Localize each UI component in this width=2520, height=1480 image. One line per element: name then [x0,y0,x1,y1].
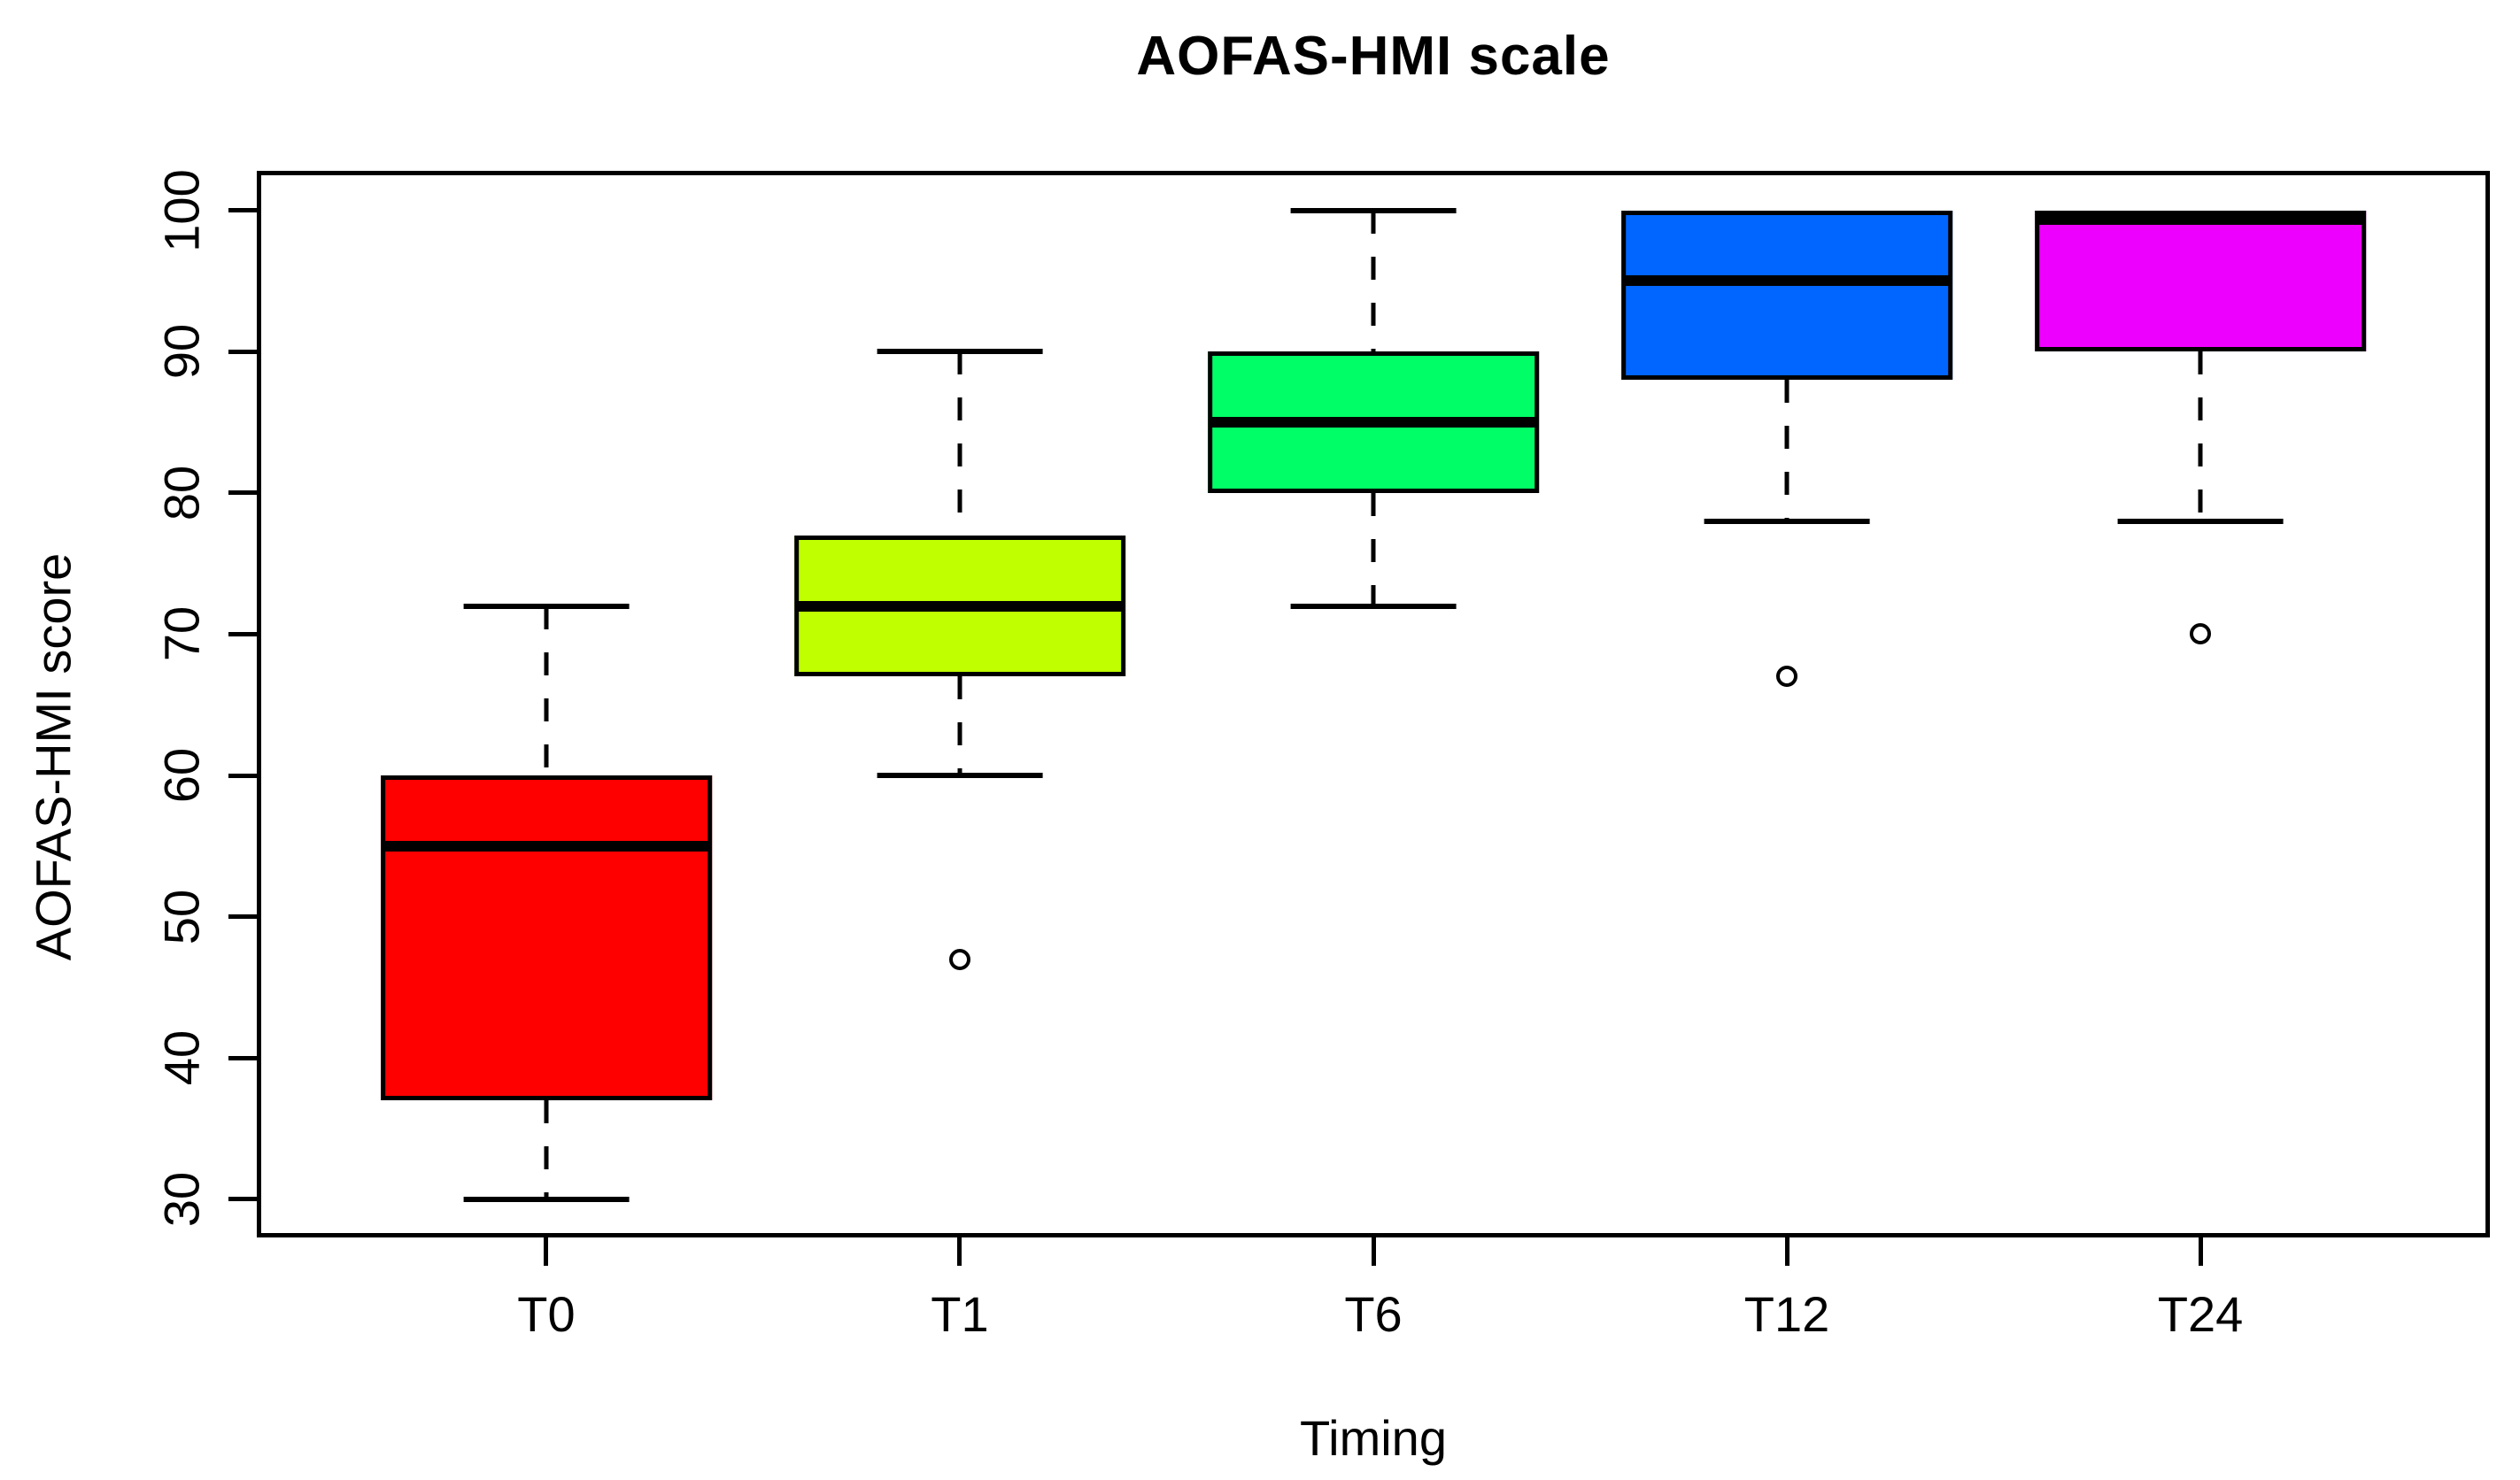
lower-whisker-cap-T12 [1704,518,1870,524]
y-tick-100 [228,208,257,213]
lower-whisker-cap-T6 [1290,603,1457,609]
median-T6 [1211,417,1535,428]
y-tick-label-90: 90 [153,324,210,380]
x-tick-label-T24: T24 [2157,1286,2244,1342]
outlier-T12-67 [1776,666,1798,688]
box-T24 [2035,210,2366,352]
upper-whisker-T6 [1371,210,1376,352]
y-tick-60 [228,773,257,778]
y-tick-80 [228,490,257,496]
lower-whisker-T6 [1371,492,1376,606]
lower-whisker-T24 [2198,351,2203,521]
x-tick-label-T1: T1 [931,1286,989,1342]
x-tick-T24 [2198,1237,2203,1266]
y-tick-label-80: 80 [153,465,210,521]
lower-whisker-T12 [1784,380,1790,521]
y-tick-50 [228,914,257,920]
upper-whisker-cap-T6 [1290,207,1457,213]
lower-whisker-T0 [544,1100,549,1199]
y-tick-30 [228,1197,257,1202]
lower-whisker-T1 [957,676,962,776]
x-tick-T6 [1371,1237,1376,1266]
box-T12 [1621,210,1952,381]
chart-title: AOFAS-HMI scale [1136,26,1611,87]
outlier-T1-47 [948,948,970,970]
lower-whisker-cap-T0 [463,1196,630,1202]
y-tick-70 [228,631,257,636]
upper-whisker-T0 [544,605,549,776]
x-tick-T12 [1784,1237,1790,1266]
x-axis-title: Timing [1300,1410,1447,1466]
median-T24 [2038,213,2362,225]
median-T12 [1625,275,1949,287]
outlier-T24-70 [2190,623,2212,645]
y-tick-label-40: 40 [153,1030,210,1086]
upper-whisker-cap-T0 [463,603,630,609]
y-tick-40 [228,1055,257,1060]
upper-whisker-cap-T1 [877,349,1043,355]
x-tick-T0 [544,1237,549,1266]
upper-whisker-T1 [957,351,962,536]
x-tick-label-T6: T6 [1344,1286,1403,1342]
lower-whisker-cap-T24 [2117,518,2284,524]
x-tick-label-T12: T12 [1743,1286,1830,1342]
y-tick-label-60: 60 [153,747,210,804]
median-T1 [798,600,1122,612]
y-tick-label-50: 50 [153,889,210,944]
y-axis-title: AOFAS-HMI score [25,552,81,961]
y-tick-90 [228,349,257,354]
box-T0 [381,775,712,1101]
lower-whisker-cap-T1 [877,773,1043,779]
y-tick-label-100: 100 [153,168,210,252]
y-tick-label-30: 30 [153,1171,210,1228]
median-T0 [384,840,708,852]
x-tick-label-T0: T0 [517,1286,576,1342]
y-tick-label-70: 70 [153,606,210,662]
x-tick-T1 [957,1237,962,1266]
